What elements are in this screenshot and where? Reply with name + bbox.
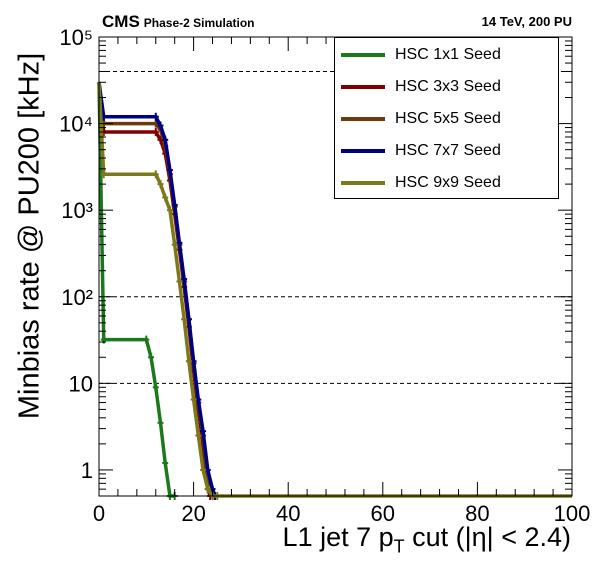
legend-label: HSC 9x9 Seed [395,174,501,191]
experiment-subtitle: Phase-2 Simulation [143,16,255,30]
legend-swatch [341,181,385,185]
y-tick-label: 10³ [61,198,93,223]
y-axis-label: Minbias rate @ PU200 [kHz] [13,52,46,420]
series-line [97,82,212,497]
legend-entry: HSC 3x3 Seed [341,77,501,97]
x-tick-label: 0 [93,501,105,526]
legend-label: HSC 3x3 Seed [395,78,501,95]
legend-entry: HSC 9x9 Seed [341,173,501,193]
experiment-label: CMS Phase-2 Simulation [102,12,254,32]
legend-label: HSC 7x7 Seed [395,142,501,159]
x-tick-label: 40 [276,501,300,526]
legend-swatch [341,117,385,121]
y-tick-label: 10 [69,371,93,396]
x-tick-label: 20 [181,501,205,526]
x-axis-label: L1 jet 7 pT cut (|η| < 2.4) [283,522,571,557]
legend-swatch [341,149,385,153]
x-tick-label: 60 [371,501,395,526]
x-tick-label: 100 [554,501,591,526]
legend-swatch [341,53,385,57]
legend-entry: HSC 1x1 Seed [341,45,501,65]
legend-label: HSC 5x5 Seed [395,110,501,127]
x-axis-label-tail: cut (|η| < 2.4) [404,522,571,552]
energy-label: 14 TeV, 200 PU [481,14,572,29]
legend: HSC 1x1 Seed HSC 3x3 Seed HSC 5x5 Seed H… [334,37,559,199]
series-lines [97,82,572,500]
y-tick-label: 10⁴ [59,112,93,137]
series-line [97,82,217,497]
y-tick-label: 1 [81,458,93,483]
x-tick-label: 80 [465,501,489,526]
legend-entry: HSC 7x7 Seed [341,141,501,161]
legend-swatch [341,85,385,89]
y-tick-label: 10² [61,285,93,310]
experiment-name: CMS [102,12,140,31]
x-axis-label-subscript: T [393,536,405,557]
legend-entry: HSC 5x5 Seed [341,109,501,129]
legend-label: HSC 1x1 Seed [395,46,501,63]
x-axis-label-main: L1 jet 7 p [282,522,394,552]
tick-labels: 0 20 40 60 80 100 1 10 10² 10³ 10⁴ 10⁵ [59,25,590,526]
y-tick-label: 10⁵ [59,25,93,50]
